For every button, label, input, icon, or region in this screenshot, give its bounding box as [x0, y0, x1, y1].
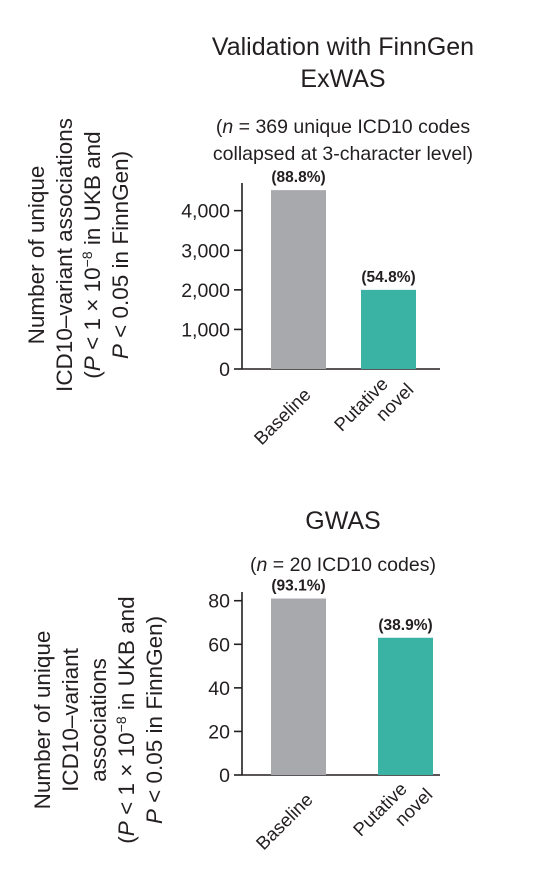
y-axis-label-line: (P < 1 × 10−8 in UKB and	[79, 131, 105, 378]
chart-panel-1: Validation with FinnGen ExWAS (n = 369 uni…	[24, 33, 474, 451]
chart-panel-2: GWAS (n = 20 ICD10 codes) Number of unique…	[30, 507, 440, 856]
bar-putative-novel	[361, 289, 416, 369]
chart-title-line: GWAS	[305, 507, 380, 535]
y-tick-label: 2,000	[181, 280, 230, 302]
y-axis-label-line: associations	[86, 658, 111, 782]
y-tick-label: 60	[208, 634, 230, 656]
y-axis-label-line: ICD10–variant	[58, 647, 83, 792]
x-tick-label: Baseline	[250, 384, 315, 449]
y-tick-label: 4,000	[181, 201, 230, 223]
y-axis-label-line: P < 0.05 in FinnGen)	[142, 616, 167, 824]
bar-baseline	[271, 598, 326, 775]
y-axis-label-line: ICD10–variant associations	[52, 118, 77, 392]
y-tick-label: 20	[208, 721, 230, 743]
chart-title-line: ExWAS	[300, 65, 385, 93]
y-tick-label: 1,000	[181, 319, 230, 341]
y-tick-label: 0	[219, 765, 230, 787]
chart-subtitle-line: (n = 369 unique ICD10 codes	[216, 116, 470, 138]
bar-data-label: (38.9%)	[378, 617, 432, 634]
bar-data-label: (88.8%)	[271, 169, 325, 186]
chart-subtitle-line: collapsed at 3-character level)	[213, 143, 473, 165]
chart-subtitle-line: (n = 20 ICD10 codes)	[250, 554, 436, 576]
x-tick-label: Putativenovel	[349, 768, 437, 856]
chart-title-line: Validation with FinnGen	[212, 33, 474, 61]
y-tick-label: 40	[208, 678, 230, 700]
bar-baseline	[271, 190, 326, 369]
y-tick-label: 3,000	[181, 240, 230, 262]
y-axis-label-line: (P < 1 × 10−8 in UKB and	[113, 596, 139, 843]
x-tick-label: Putativenovel	[330, 363, 418, 451]
bar-data-label: (93.1%)	[271, 578, 325, 595]
y-axis-label-line: Number of unique	[30, 631, 55, 810]
y-tick-label: 0	[219, 359, 230, 381]
y-tick-label: 80	[208, 591, 230, 613]
x-tick-label: Baseline	[252, 789, 317, 854]
bar-putative-novel	[378, 637, 433, 775]
bar-data-label: (54.8%)	[361, 269, 415, 286]
y-axis-label-line: P < 0.05 in FinnGen)	[108, 151, 133, 359]
y-axis-label-line: Number of unique	[24, 166, 49, 345]
